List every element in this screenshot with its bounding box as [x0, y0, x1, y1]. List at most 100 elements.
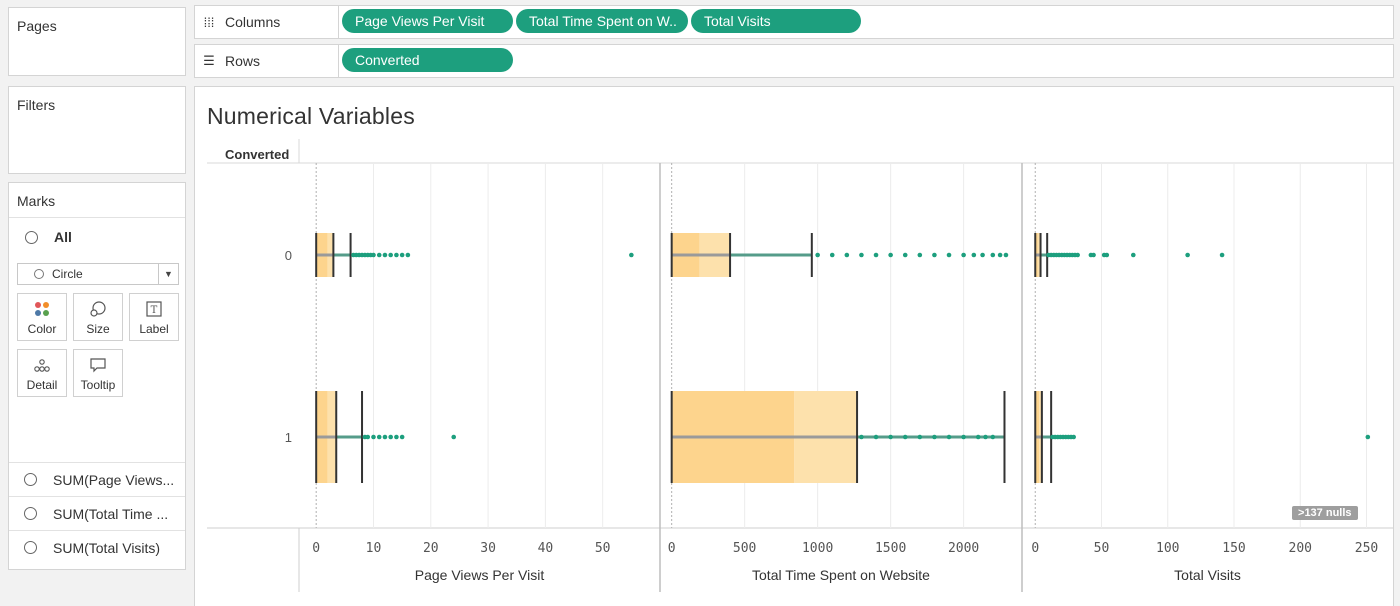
outlier-point [1003, 252, 1009, 258]
columns-label: Columns [225, 14, 281, 30]
outlier-point [873, 252, 879, 258]
outlier-point [399, 252, 405, 258]
field-label: SUM(Page Views... [53, 471, 175, 488]
rows-shelf[interactable]: ☰ Rows Converted [194, 44, 1394, 78]
size-button[interactable]: Size [73, 293, 123, 341]
x-tick-label: 250 [1355, 541, 1378, 556]
marks-field-page-views[interactable]: SUM(Page Views... [9, 462, 185, 496]
outlier-point [980, 252, 985, 258]
outlier-point [1091, 252, 1096, 258]
outlier-point [1075, 252, 1080, 258]
nulls-text: 137 nulls [1304, 507, 1352, 519]
marks-all-tab[interactable]: All [17, 229, 72, 245]
marks-field-total-time[interactable]: SUM(Total Time ... [9, 496, 185, 530]
outlier-point [917, 252, 923, 258]
outlier-point [971, 252, 977, 258]
label-button[interactable]: T Label [129, 293, 179, 341]
label-label: Label [139, 322, 169, 336]
color-button[interactable]: Color [17, 293, 67, 341]
outlier-point [932, 252, 937, 258]
viz-view[interactable]: Numerical Variables Converted 0 1 0 10 20 30 4… [194, 86, 1394, 606]
chevron-down-icon[interactable]: ▼ [158, 264, 178, 284]
row-header-converted: Converted [225, 147, 290, 162]
outlier-point [394, 252, 399, 258]
size-label: Size [86, 322, 110, 336]
columns-icon: ⁞⁞⁞ [203, 14, 215, 30]
color-label: Color [27, 322, 57, 336]
outlier-point [365, 434, 371, 440]
x-tick-label: 500 [733, 541, 756, 556]
pages-title: Pages [17, 18, 57, 34]
field-label: SUM(Total Visits) [53, 539, 161, 556]
field-radio-icon[interactable] [24, 473, 37, 486]
svg-text:T: T [151, 305, 158, 316]
outlier-point [376, 252, 382, 258]
outlier-point [859, 252, 864, 258]
outlier-point [382, 252, 388, 258]
x-axis-title: Total Visits [1174, 567, 1241, 583]
field-label: SUM(Total Time ... [53, 505, 169, 522]
circle-icon [34, 269, 44, 279]
outlier-point [917, 434, 923, 440]
outlier-point [975, 434, 981, 440]
x-tick-label: 2000 [948, 541, 979, 556]
outlier-point [990, 252, 996, 258]
pill-page-views[interactable]: Page Views Per Visit [342, 9, 513, 33]
row-label: 0 [285, 248, 292, 263]
outlier-point [1071, 434, 1076, 440]
outlier-point [629, 252, 634, 258]
outlier-point [983, 434, 988, 440]
marks-field-total-visits[interactable]: SUM(Total Visits) [9, 530, 185, 564]
tooltip-button[interactable]: Tooltip [73, 349, 123, 397]
outlier-point [990, 434, 996, 440]
detail-icon [34, 359, 50, 372]
color-icon [35, 302, 49, 316]
columns-shelf-label: ⁞⁞⁞ Columns [195, 6, 339, 38]
outlier-point [451, 434, 457, 440]
field-radio-icon[interactable] [24, 541, 37, 554]
marks-title: Marks [17, 193, 56, 209]
view-title: Numerical Variables [207, 103, 415, 129]
nulls-indicator[interactable]: >137 nulls [1292, 506, 1358, 520]
outlier-point [873, 434, 879, 440]
outlier-point [405, 252, 411, 258]
pill-total-time[interactable]: Total Time Spent on W.. [516, 9, 688, 33]
mark-type-dropdown[interactable]: Circle ▼ [17, 263, 179, 285]
filters-shelf[interactable]: Filters [8, 86, 186, 174]
outlier-point [961, 252, 966, 258]
pill-converted[interactable]: Converted [342, 48, 513, 72]
x-tick-label: 1000 [802, 541, 833, 556]
outlier-point [371, 434, 376, 440]
x-tick-label: 50 [1094, 541, 1110, 556]
columns-shelf[interactable]: ⁞⁞⁞ Columns Page Views Per Visit Total T… [194, 5, 1394, 39]
pages-shelf[interactable]: Pages [8, 7, 186, 76]
x-tick-label: 200 [1289, 541, 1312, 556]
detail-button[interactable]: Detail [17, 349, 67, 397]
outlier-point [388, 434, 393, 440]
outlier-point [382, 434, 388, 440]
outlier-point [1365, 434, 1371, 440]
outlier-point [388, 252, 393, 258]
all-radio-icon[interactable] [25, 230, 38, 244]
rows-icon: ☰ [203, 53, 215, 68]
pill-total-visits[interactable]: Total Visits [691, 9, 861, 33]
field-radio-icon[interactable] [24, 507, 37, 520]
x-tick-label: 0 [312, 541, 320, 556]
detail-label: Detail [26, 378, 58, 392]
marks-card: Marks All Circle ▼ Color Size T Label [8, 182, 186, 570]
outlier-point [815, 252, 820, 258]
outlier-point [1185, 252, 1190, 258]
x-tick-label: 0 [668, 541, 676, 556]
rows-label: Rows [225, 53, 261, 69]
outlier-point [829, 252, 835, 258]
outlier-point [902, 434, 908, 440]
outlier-point [888, 252, 893, 258]
outlier-point [371, 252, 376, 258]
outlier-point [997, 252, 1003, 258]
x-tick-label: 1500 [875, 541, 906, 556]
outlier-point [888, 434, 893, 440]
tooltip-icon [90, 358, 106, 373]
x-tick-label: 30 [480, 541, 496, 556]
row-label: 1 [285, 430, 292, 445]
